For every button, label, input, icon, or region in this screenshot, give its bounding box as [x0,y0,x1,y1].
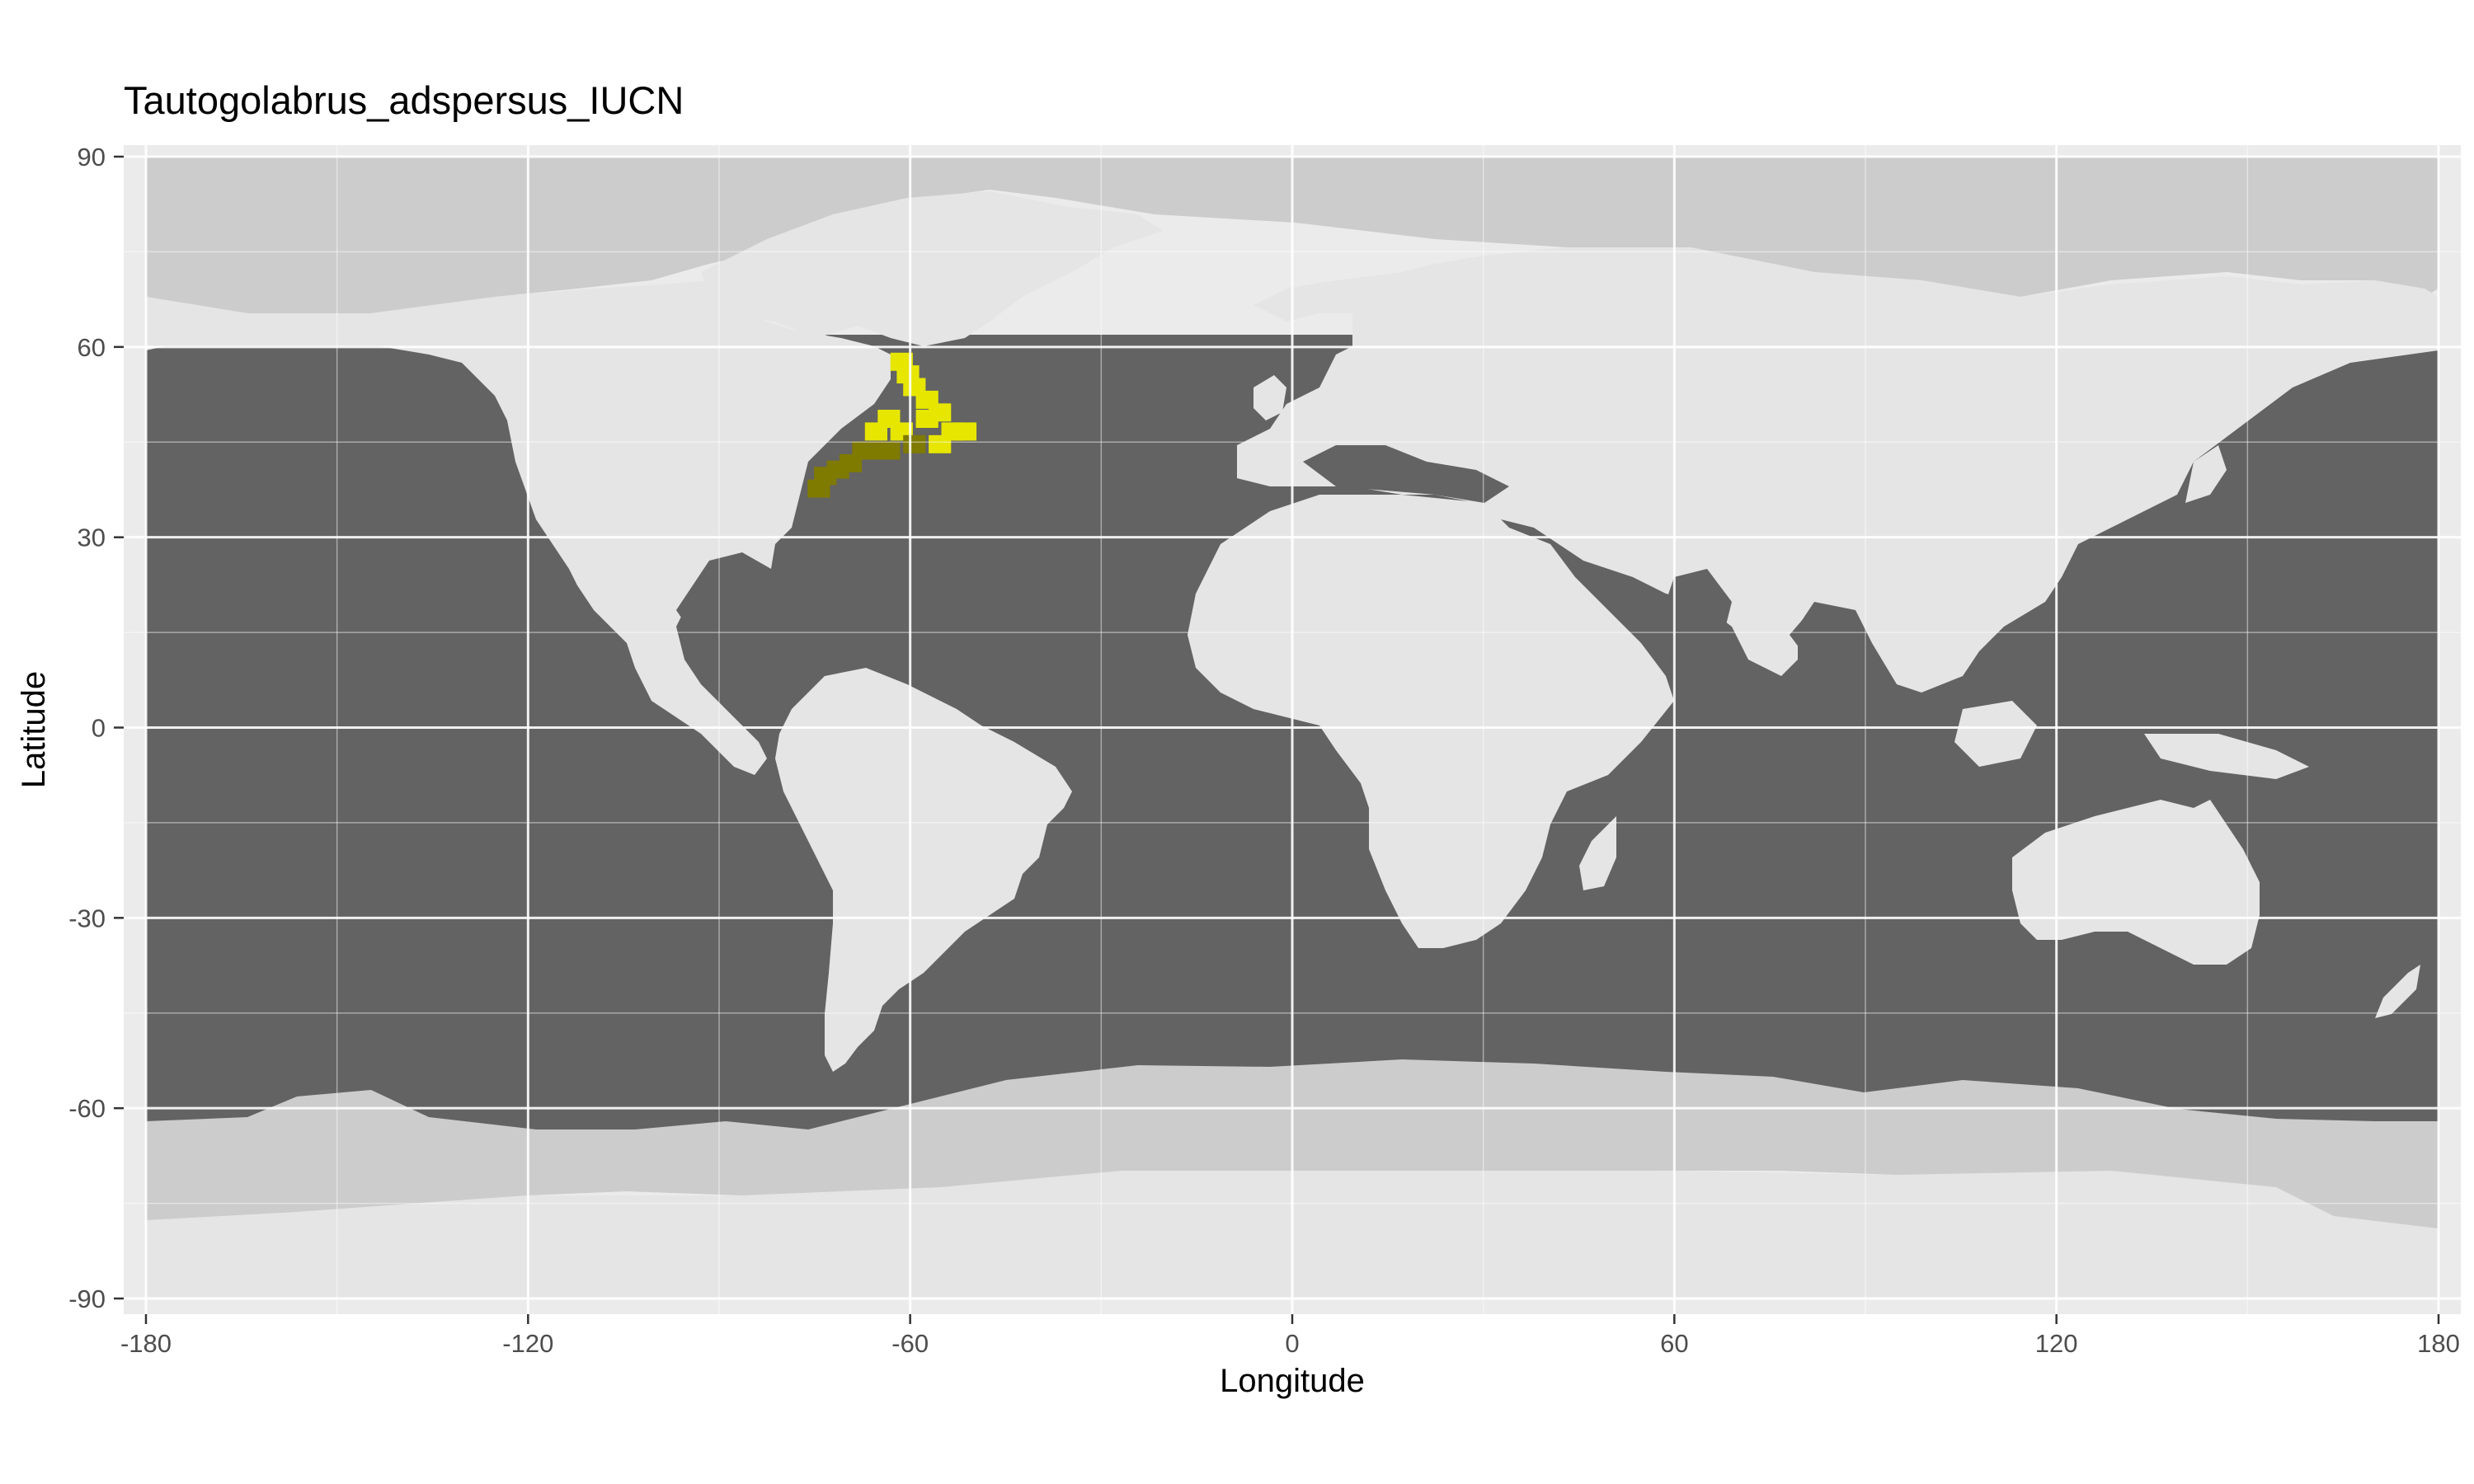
south-america-landmass [775,668,1072,1072]
eurasia-landmass [1237,247,2439,693]
x-tick-label: 180 [2417,1329,2460,1358]
japan-landmass [2185,445,2227,503]
great-britain-landmass [1253,375,1286,420]
borneo-landmass [1954,701,2037,767]
australia-landmass [2012,800,2260,965]
range-cell [903,434,926,453]
y-tick-label: -30 [68,904,106,932]
arctic-ice-region [146,157,2439,313]
y-tick-label: 30 [78,524,106,552]
range-cell [953,422,977,441]
mediterranean-sea-water [1303,445,1509,503]
range-cell [929,434,952,453]
greenland-landmass [701,191,1163,346]
gulf-of-mexico-water [676,552,771,635]
y-tick-label: 0 [92,714,106,743]
x-tick-label: 120 [2035,1329,2078,1358]
range-cell [877,441,901,460]
range-cell [807,479,830,498]
land-layer [146,191,2439,1298]
y-tick-label: -60 [68,1094,106,1123]
y-axis-title: Latitude [16,671,52,788]
x-axis: -180 -120 -60 0 60 120 180 [120,1314,2460,1358]
y-tick-label: -90 [68,1284,106,1313]
range-cell [915,410,938,428]
arabian-sea-water [1658,569,1732,668]
x-tick-label: 0 [1285,1329,1299,1358]
x-tick-label: -180 [120,1329,172,1358]
y-tick-label: 90 [78,143,106,171]
x-tick-label: -120 [502,1329,553,1358]
species-range-layer [807,352,977,498]
madagascar-landmass [1579,816,1616,890]
x-tick-label: 60 [1660,1329,1688,1358]
new-zealand-landmass [2375,965,2420,1018]
north-america-landmass [146,280,891,775]
y-tick-label: 60 [78,333,106,362]
x-axis-title: Longitude [1220,1363,1365,1399]
range-cell [864,422,887,441]
new-guinea-landmass [2144,734,2309,779]
bay-of-bengal-water [1790,606,1864,668]
chart-title: Tautogolabrus_adspersus_IUCN [124,78,684,122]
africa-landmass [1188,495,1674,948]
grid-lines [124,145,2461,1314]
y-axis: 90 60 30 0 -30 -60 -90 [68,143,124,1313]
x-tick-label: -60 [891,1329,929,1358]
